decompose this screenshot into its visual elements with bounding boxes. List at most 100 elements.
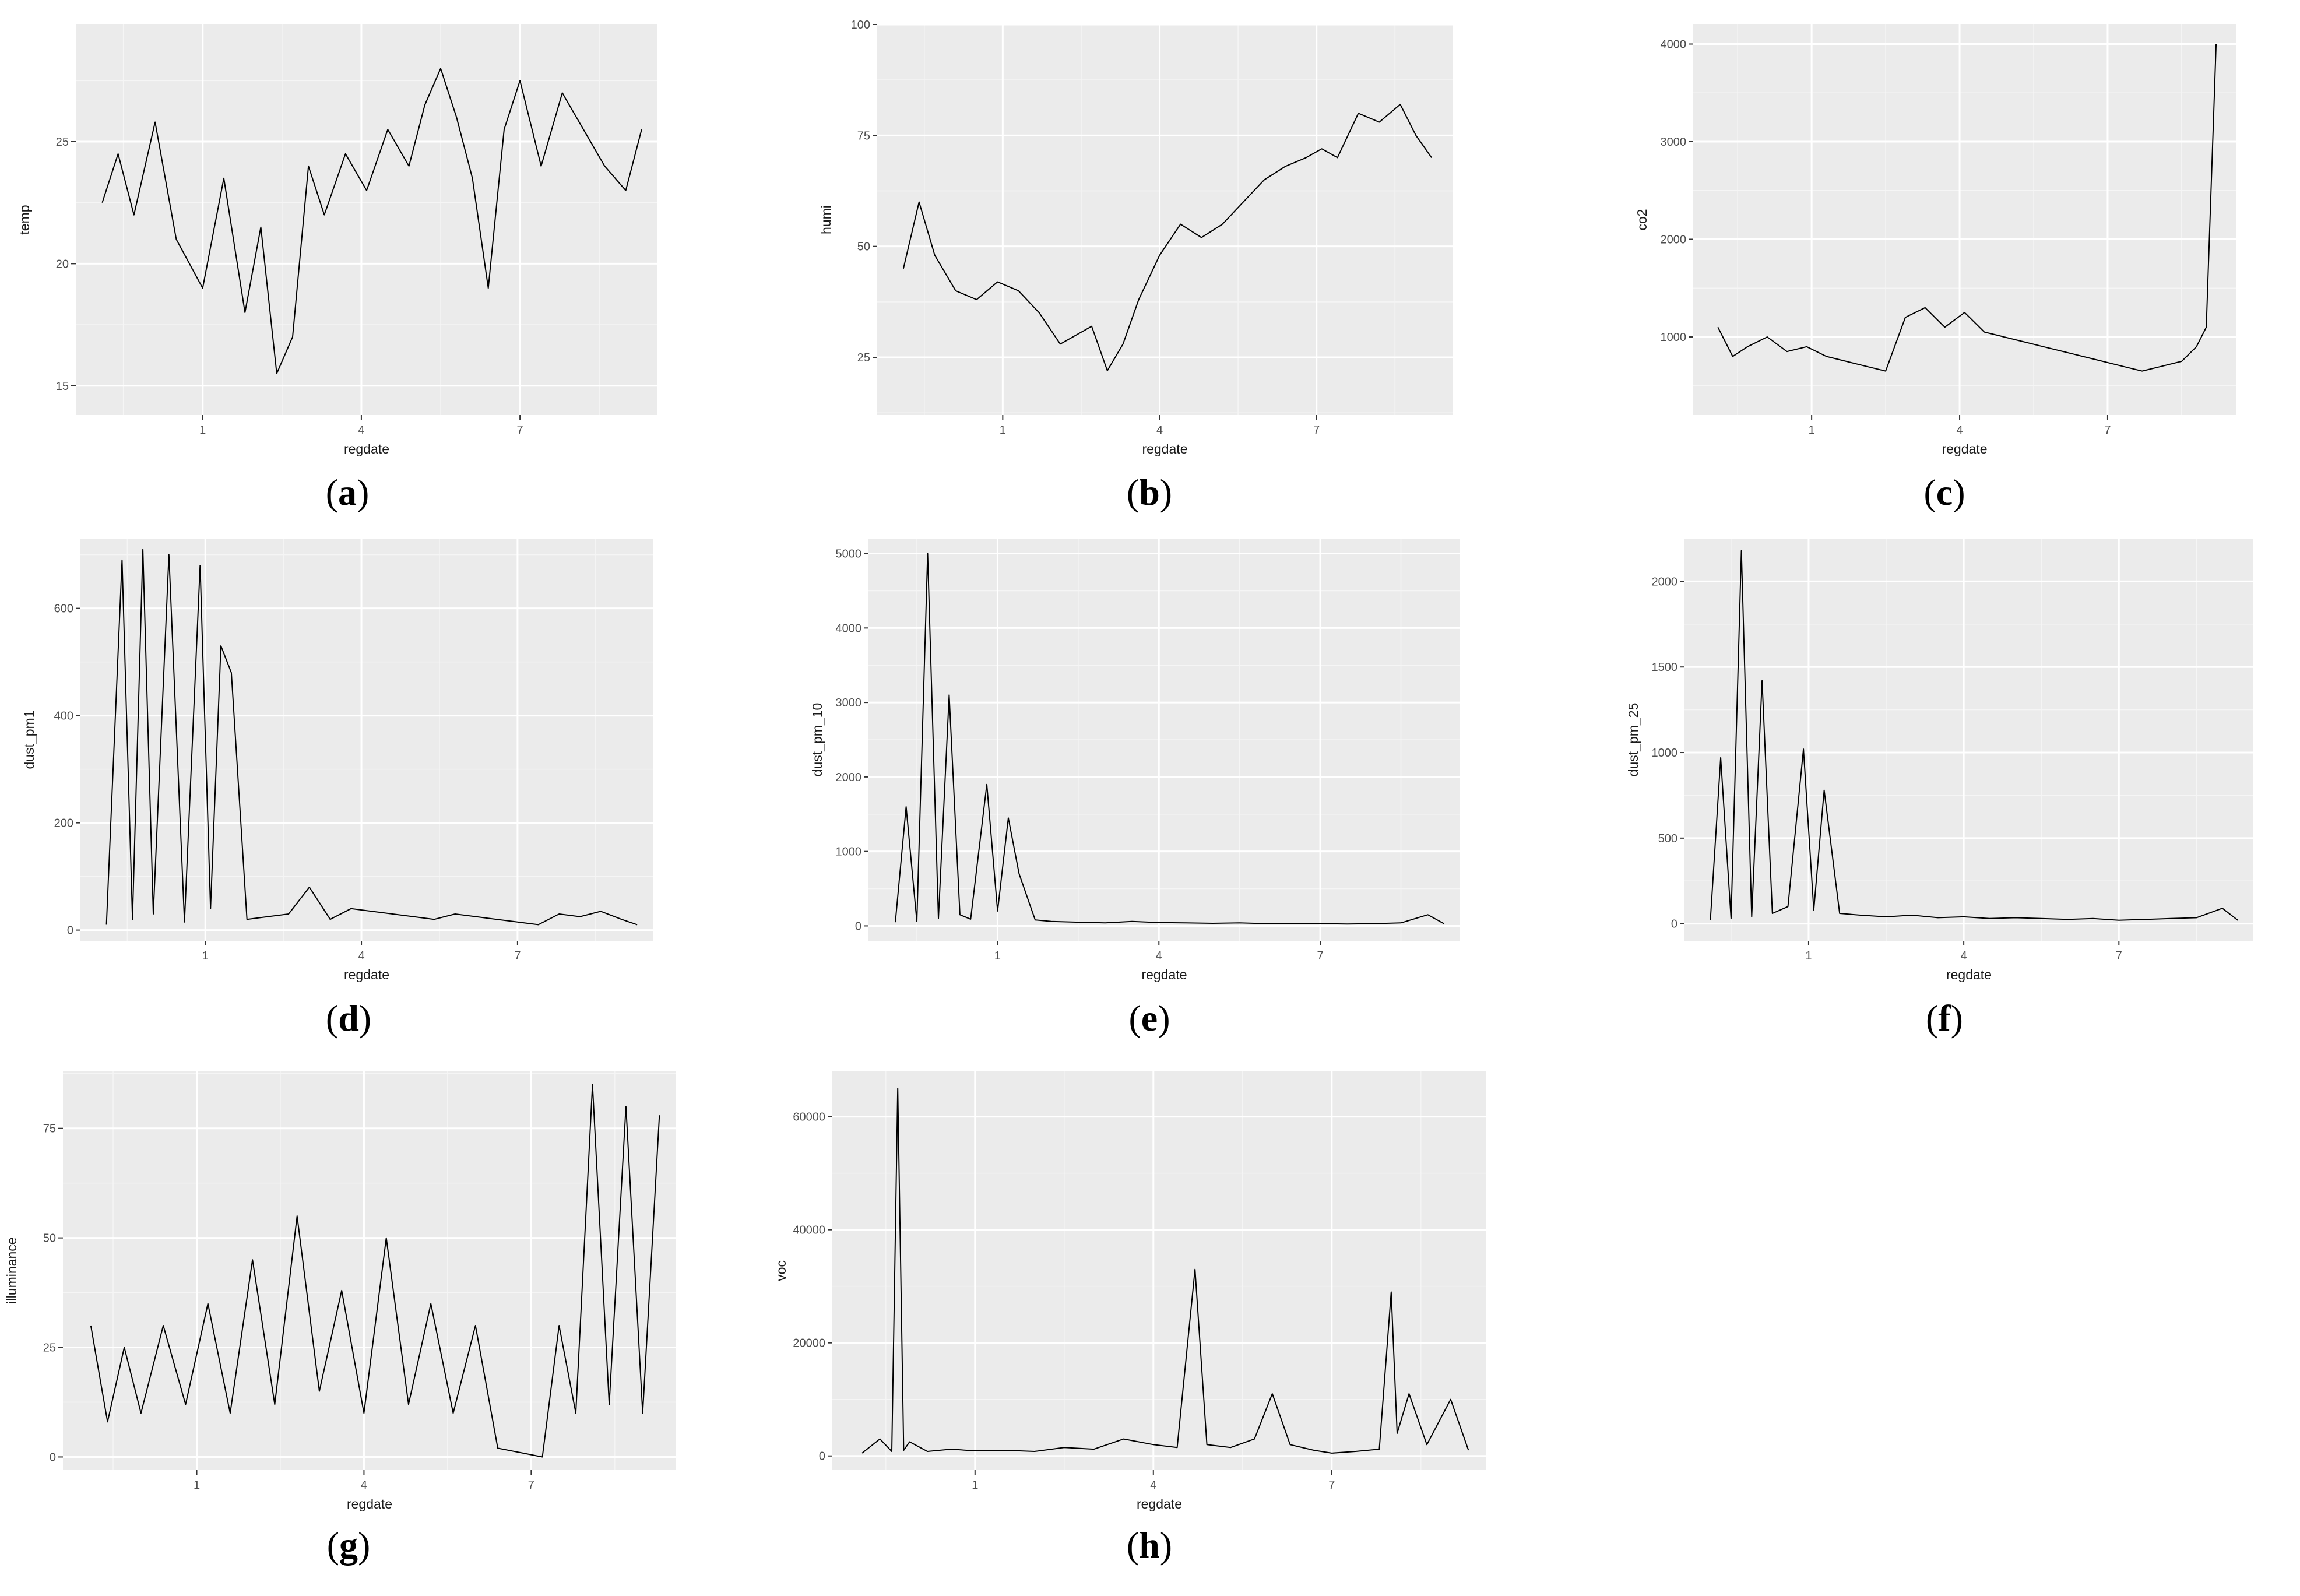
x-tick-label: 7 [2116,950,2122,962]
x-tick-label: 4 [1961,950,1967,962]
y-tick-label: 2000 [1661,234,1687,247]
y-tick-label: 1500 [1652,661,1678,674]
plot-background [1684,539,2253,941]
y-tick-label: 75 [857,129,870,142]
caption-letter: c [1936,472,1953,513]
x-tick-label: 1 [202,950,209,962]
panel-caption: (c) [1923,472,1965,513]
caption-letter: f [1938,997,1951,1039]
x-axis-title: regdate [1137,1496,1182,1511]
plot-background [80,539,653,941]
y-tick-label: 20000 [793,1337,825,1350]
chart-panel-b: 1 4 7 25 50 75 100 regdate humi (b) [818,19,1453,513]
y-tick-label: 4000 [836,622,862,635]
y-tick-label: 0 [855,920,861,933]
y-tick-label: 50 [43,1232,56,1245]
x-tick-label: 4 [1156,424,1163,437]
y-tick-label: 50 [857,241,870,254]
y-tick-label: 0 [50,1451,56,1464]
y-axis-title: co2 [1634,209,1650,230]
x-axis-title: regdate [344,967,389,982]
y-tick-label: 75 [43,1123,56,1136]
plot-background [1693,24,2236,415]
y-tick-label: 500 [1658,832,1677,845]
y-tick-label: 1000 [1661,331,1687,344]
y-tick-label: 40000 [793,1224,825,1237]
x-tick-label: 4 [1150,1479,1156,1492]
x-axis-title: regdate [344,441,389,456]
chart-panel-a: 1 4 7 15 20 25 regdate temp (a) [17,24,657,513]
chart-panel-c: 1 4 7 1000 2000 3000 4000 regdate co2 (c) [1634,24,2236,513]
x-tick-label: 1 [194,1479,200,1492]
y-axis-title: dust_pm_10 [810,703,825,777]
x-tick-label: 7 [1317,950,1324,962]
x-axis-title: regdate [1141,967,1187,982]
y-tick-label: 100 [851,19,870,31]
y-tick-label: 5000 [836,548,862,561]
x-tick-label: 4 [361,1479,367,1492]
y-tick-label: 25 [857,351,870,364]
y-tick-label: 4000 [1661,38,1687,51]
x-tick-label: 1 [199,424,206,437]
x-tick-label: 7 [2104,424,2111,437]
y-tick-label: 1000 [1652,747,1678,760]
caption-letter: e [1141,997,1158,1039]
series-line-a [101,68,642,374]
series-line-h [861,1088,1469,1454]
x-tick-label: 7 [528,1479,534,1492]
x-axis-title: regdate [1942,441,1987,456]
y-axis-title: dust_pm1 [22,710,37,769]
x-tick-label: 7 [1328,1479,1335,1492]
caption-letter: g [339,1524,358,1566]
x-tick-label: 1 [1000,424,1006,437]
plot-background [832,1071,1486,1470]
plot-background [76,24,657,415]
y-axis-title: illuminance [4,1237,19,1304]
panel-caption: (h) [1127,1524,1172,1566]
chart-panel-e: 1 4 7010002000300040005000regdatedust_pm_1… [810,539,1460,1039]
y-tick-label: 20 [56,258,69,270]
x-tick-label: 1 [1805,950,1812,962]
series-line-c [1717,44,2217,372]
plot-background [877,24,1453,415]
caption-letter: h [1139,1524,1160,1566]
caption-letter: a [338,472,357,513]
x-axis-title: regdate [347,1496,392,1511]
y-tick-label: 25 [43,1342,56,1355]
series-line-f [1710,550,2239,921]
panel-caption: (e) [1128,997,1170,1039]
y-tick-label: 0 [1671,918,1677,931]
x-tick-label: 7 [517,424,523,437]
x-tick-label: 4 [358,424,364,437]
y-tick-label: 400 [54,710,73,723]
y-tick-label: 3000 [1661,136,1687,149]
panel-caption: (f) [1926,997,1963,1039]
x-tick-label: 4 [1956,424,1963,437]
x-axis-title: regdate [1946,967,1992,982]
y-tick-label: 3000 [836,697,862,709]
x-tick-label: 4 [1156,950,1162,962]
y-tick-label: 0 [819,1450,825,1463]
y-tick-label: 200 [54,817,73,830]
y-tick-label: 60000 [793,1111,825,1124]
x-tick-label: 1 [1809,424,1815,437]
y-axis-title: temp [17,205,32,234]
y-axis-title: dust_pm_25 [1626,703,1641,777]
x-tick-label: 4 [358,950,365,962]
y-axis-title: humi [818,205,834,234]
y-tick-label: 0 [67,924,73,937]
panel-caption: (d) [326,997,371,1039]
panel-caption: (b) [1127,472,1172,513]
y-tick-label: 2000 [1652,575,1678,588]
x-tick-label: 1 [972,1479,978,1492]
x-axis-title: regdate [1142,441,1187,456]
y-axis-title: voc [773,1260,789,1281]
x-tick-label: 7 [1313,424,1320,437]
panel-caption: (g) [327,1524,371,1566]
caption-letter: b [1139,472,1160,513]
